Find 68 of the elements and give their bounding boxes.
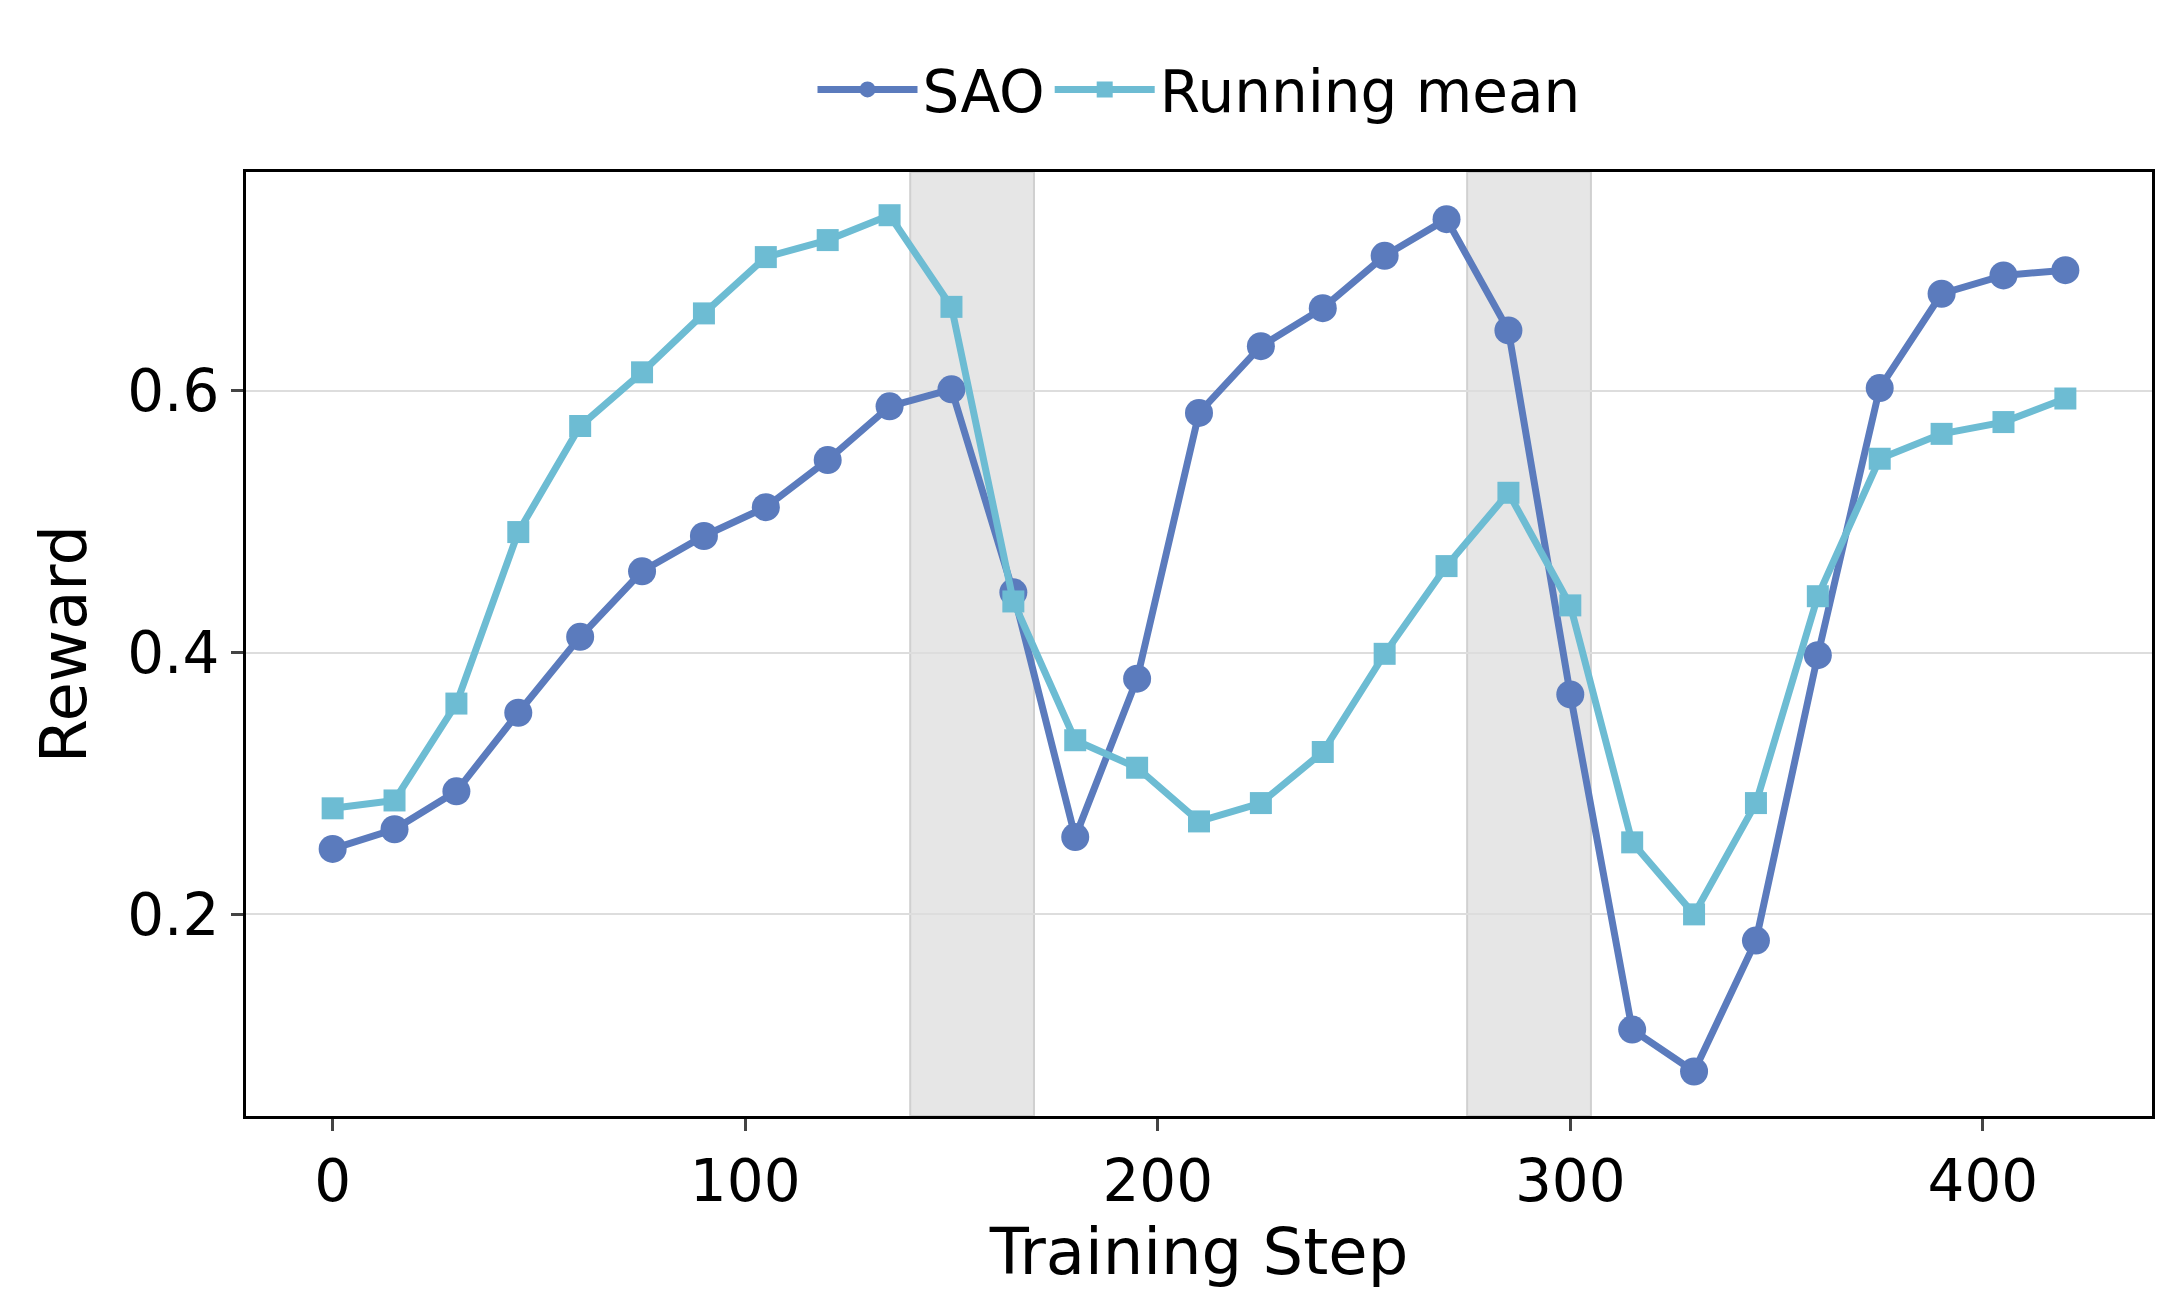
point [816,229,839,252]
y-axis-title: Reward [27,524,102,764]
point [1061,823,1090,852]
point [628,557,657,586]
point [383,789,406,812]
point [1494,316,1523,345]
point [1618,1015,1647,1044]
point [1865,374,1894,403]
legend-label: SAO [922,58,1045,127]
point [1064,729,1087,752]
point [1185,398,1213,427]
point [1188,810,1210,833]
point [507,521,530,544]
point [445,692,468,715]
point [1126,756,1149,779]
x-tick-label: 100 [689,1146,801,1215]
x-tick-label: 400 [1927,1146,2039,1215]
point [689,521,718,550]
point [1370,241,1399,270]
y-tick-label: 0.4 [127,618,220,687]
point [1680,1057,1709,1086]
point [1308,294,1337,323]
point [692,302,715,325]
point [1559,594,1582,617]
point [1927,279,1956,308]
x-axis-title: Training Step [988,1214,1409,1289]
y-tick-label: 0.2 [127,880,220,949]
point [1556,680,1585,709]
point [1373,642,1396,665]
point [380,815,409,844]
point [1123,664,1152,693]
point [2054,387,2077,410]
point [318,834,347,863]
y-tick-label: 0.6 [127,356,220,425]
point [1803,641,1832,670]
point [1741,926,1770,955]
point [1868,447,1891,470]
point [937,375,966,404]
point [1930,422,1953,445]
point [1989,261,2018,290]
point [1744,792,1767,815]
point [631,361,654,384]
point [878,204,901,227]
x-tick-label: 200 [1102,1146,1214,1215]
point [569,415,592,437]
x-tick-label: 300 [1514,1146,1626,1215]
point [1432,205,1461,234]
point [1621,831,1644,854]
point [813,446,842,475]
point [1806,585,1829,608]
point [1246,332,1275,361]
x-tick-label: 0 [314,1146,352,1215]
point [504,698,533,727]
point [1683,903,1706,926]
point [754,246,777,269]
point [1311,741,1334,764]
point [321,797,344,820]
point [751,493,780,522]
point [1435,555,1458,578]
point [566,622,595,651]
point [2051,256,2080,285]
point [1249,792,1272,815]
point [940,295,963,318]
point [442,777,471,806]
point [875,392,904,421]
point [1992,411,2015,434]
point [1497,481,1520,504]
legend-label: Running mean [1159,58,1581,127]
